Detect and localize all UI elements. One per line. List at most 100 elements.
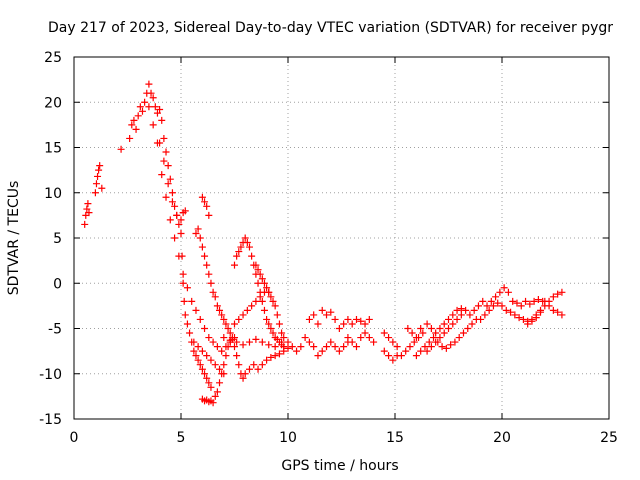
data-point (438, 343, 446, 351)
data-point (260, 279, 268, 287)
data-point (117, 145, 125, 153)
x-tick-labels: 0 5 10 15 20 25 (70, 430, 618, 446)
data-point (222, 320, 230, 328)
data-point (205, 379, 213, 387)
data-point (519, 315, 527, 323)
data-point (211, 293, 219, 301)
data-point (269, 329, 277, 337)
y-tick-label: -10 (39, 367, 62, 383)
data-point (205, 334, 213, 342)
data-point (207, 356, 215, 364)
data-point (280, 334, 288, 342)
data-point (389, 338, 397, 346)
data-point (231, 320, 238, 328)
data-point (293, 347, 301, 355)
data-point (267, 293, 275, 301)
data-point (412, 334, 420, 342)
data-point (348, 320, 356, 328)
data-point (365, 315, 373, 323)
data-point (237, 243, 245, 251)
data-point (81, 220, 89, 228)
x-tick-label: 25 (600, 430, 618, 446)
data-point (323, 311, 331, 319)
data-point (430, 334, 438, 342)
data-point (83, 205, 91, 213)
data-point (357, 317, 365, 325)
data-point (254, 365, 262, 373)
x-tick-label: 15 (386, 430, 404, 446)
data-point (252, 297, 260, 305)
data-point (310, 311, 318, 319)
data-point (361, 320, 369, 328)
data-point (468, 320, 476, 328)
data-point (160, 157, 168, 165)
data-point (380, 329, 388, 337)
data-point (464, 325, 472, 332)
data-point (494, 299, 502, 307)
data-point (500, 284, 508, 292)
data-point (192, 306, 200, 314)
data-point (196, 315, 204, 323)
data-point (275, 350, 283, 358)
plot-frame (73, 56, 610, 420)
data-point (408, 329, 416, 337)
data-point (549, 293, 557, 301)
data-point (393, 352, 401, 360)
data-point (216, 365, 224, 373)
y-tick-label: 5 (53, 231, 62, 247)
data-point (265, 341, 273, 349)
data-point (327, 308, 335, 316)
data-point (436, 334, 444, 342)
data-point (310, 343, 318, 351)
data-point (412, 352, 420, 360)
data-point (243, 306, 251, 314)
data-point (203, 202, 211, 210)
data-point (220, 370, 228, 378)
data-point (474, 302, 482, 310)
data-point (323, 343, 331, 351)
data-point (284, 338, 292, 346)
data-point (496, 288, 504, 296)
data-point (198, 193, 206, 201)
data-point (235, 248, 243, 256)
data-point (92, 180, 100, 188)
data-point (498, 302, 506, 310)
data-point (541, 297, 549, 305)
data-point (149, 94, 157, 102)
data-point (194, 343, 202, 351)
data-point (209, 399, 217, 407)
data-point (201, 198, 209, 206)
data-point (211, 361, 219, 369)
y-tick-label: -5 (48, 322, 62, 338)
data-point (168, 189, 176, 197)
data-point (175, 252, 183, 260)
data-point (166, 216, 174, 224)
data-point (352, 315, 360, 323)
data-point (181, 311, 189, 319)
data-point (402, 347, 410, 355)
data-point (196, 234, 204, 242)
data-point (198, 243, 206, 251)
data-point (245, 338, 253, 346)
data-points (81, 80, 566, 407)
data-point (271, 302, 279, 310)
data-point (181, 207, 189, 215)
data-point (207, 383, 215, 391)
data-point (198, 347, 206, 355)
data-point (239, 374, 247, 382)
data-point (171, 202, 179, 210)
data-point (453, 306, 461, 314)
data-point (166, 175, 174, 183)
data-point (201, 252, 209, 260)
data-point (545, 302, 553, 310)
data-point (432, 329, 440, 337)
data-point (149, 121, 157, 129)
data-point (440, 320, 448, 328)
data-point (445, 315, 452, 323)
data-point (84, 200, 92, 208)
data-point (136, 103, 144, 111)
data-point (175, 220, 183, 228)
data-point (263, 356, 271, 364)
data-point (273, 311, 281, 319)
data-point (404, 325, 412, 332)
